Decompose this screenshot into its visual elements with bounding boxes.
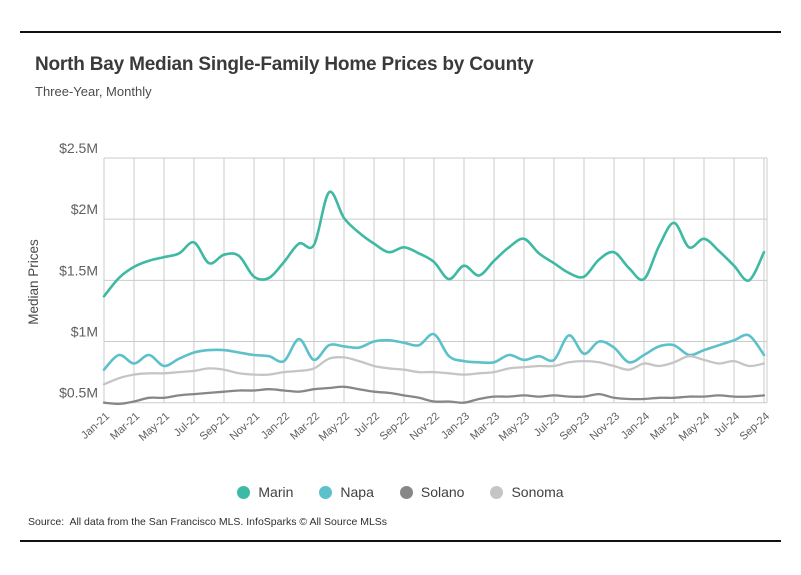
x-tick-label: May-21 bbox=[137, 410, 172, 443]
x-tick-label: Mar-23 bbox=[468, 410, 502, 442]
x-tick-label: May-24 bbox=[677, 410, 712, 443]
legend-dot-napa bbox=[319, 485, 333, 499]
legend-dot-marin bbox=[237, 485, 251, 499]
x-tick-label: May-23 bbox=[497, 410, 532, 443]
x-tick-label: Sep-23 bbox=[558, 410, 592, 443]
x-tick-label: Sep-24 bbox=[738, 410, 772, 443]
x-tick-label: May-22 bbox=[317, 410, 352, 443]
y-axis-title: Median Prices bbox=[26, 239, 41, 325]
x-tick-label: Mar-22 bbox=[288, 410, 322, 442]
series-line-solano bbox=[102, 385, 766, 406]
source-attribution: Source: All data from the San Francisco … bbox=[28, 516, 388, 528]
x-tick-label: Sep-22 bbox=[378, 410, 412, 443]
chart-legend: Marin Napa Solano Sonoma bbox=[0, 484, 801, 500]
y-tick-label: $1.5M bbox=[59, 262, 98, 278]
legend-dot-sonoma bbox=[490, 485, 504, 499]
y-axis: $0.5M $1M $1.5M $2M $2.5M Median Prices bbox=[26, 140, 98, 401]
x-tick-label: Mar-24 bbox=[648, 410, 682, 442]
y-tick-label: $0.5M bbox=[59, 385, 98, 401]
x-tick-label: Nov-22 bbox=[408, 410, 442, 443]
chart-subtitle: Three-Year, Monthly bbox=[35, 84, 152, 99]
series-line-sonoma bbox=[102, 355, 766, 386]
legend-item-sonoma[interactable]: Sonoma bbox=[490, 484, 564, 500]
series-line-marin bbox=[102, 190, 766, 298]
x-tick-label: Mar-21 bbox=[108, 410, 142, 442]
legend-item-napa[interactable]: Napa bbox=[319, 484, 374, 500]
legend-label: Solano bbox=[420, 484, 465, 500]
x-tick-label: Sep-21 bbox=[198, 410, 232, 443]
x-tick-label: Jan-23 bbox=[439, 410, 472, 441]
legend-item-solano[interactable]: Solano bbox=[399, 484, 465, 500]
legend-label: Napa bbox=[340, 484, 374, 500]
legend-dot-solano bbox=[399, 485, 413, 499]
top-divider bbox=[20, 31, 781, 33]
bottom-divider bbox=[20, 540, 781, 542]
y-tick-label: $1M bbox=[71, 324, 98, 340]
x-tick-label: Jan-21 bbox=[79, 410, 112, 441]
x-tick-label: Nov-21 bbox=[228, 410, 262, 443]
y-tick-label: $2.5M bbox=[59, 140, 98, 156]
legend-label: Sonoma bbox=[511, 484, 564, 500]
x-tick-label: Nov-23 bbox=[588, 410, 622, 443]
series-line-napa bbox=[102, 332, 766, 371]
gridlines bbox=[103, 157, 768, 404]
x-tick-label: Jan-24 bbox=[619, 410, 652, 441]
legend-item-marin[interactable]: Marin bbox=[237, 484, 293, 500]
x-tick-label: Jan-22 bbox=[259, 410, 292, 441]
legend-label: Marin bbox=[258, 484, 294, 500]
chart-title: North Bay Median Single-Family Home Pric… bbox=[35, 54, 534, 75]
y-tick-label: $2M bbox=[71, 201, 98, 217]
